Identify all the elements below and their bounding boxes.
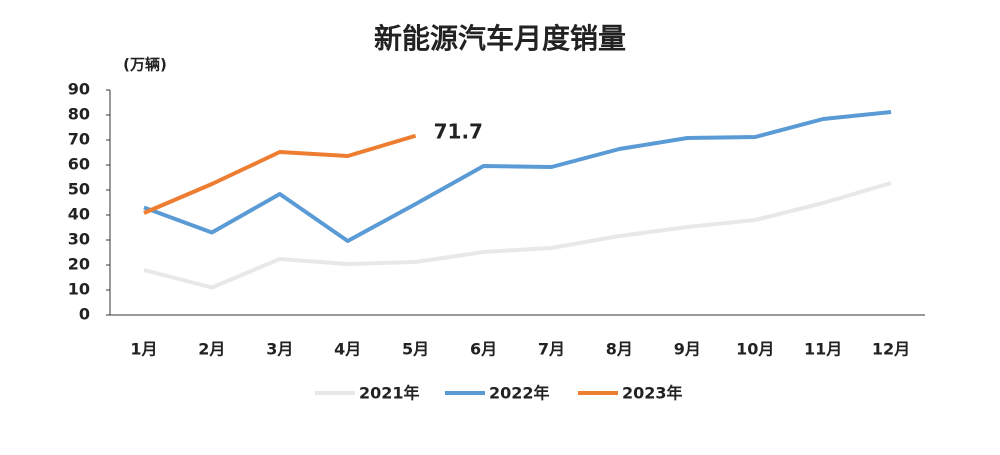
y-tick-label: 50 bbox=[68, 180, 90, 199]
y-tick-label: 70 bbox=[68, 130, 90, 149]
series-line bbox=[143, 181, 892, 290]
y-tick-label: 20 bbox=[68, 255, 90, 274]
x-tick-label: 6月 bbox=[470, 340, 497, 359]
y-tick-label: 90 bbox=[68, 80, 90, 99]
x-tick-label: 11月 bbox=[804, 340, 842, 359]
x-tick-label: 12月 bbox=[872, 340, 910, 359]
y-axis-label: (万辆) bbox=[123, 56, 167, 74]
series-line bbox=[143, 133, 417, 215]
x-tick-label: 2月 bbox=[198, 340, 225, 359]
legend-label: 2021年 bbox=[359, 384, 420, 403]
y-tick-label: 80 bbox=[68, 105, 90, 124]
legend-label: 2023年 bbox=[622, 384, 683, 403]
data-label: 71.7 bbox=[434, 119, 483, 143]
legend-label: 2022年 bbox=[489, 384, 550, 403]
y-tick-label: 40 bbox=[68, 205, 90, 224]
y-tick-label: 10 bbox=[68, 280, 90, 299]
x-tick-label: 5月 bbox=[402, 340, 429, 359]
y-tick-label: 60 bbox=[68, 155, 90, 174]
x-tick-label: 4月 bbox=[334, 340, 361, 359]
x-tick-label: 10月 bbox=[736, 340, 774, 359]
x-tick-label: 3月 bbox=[266, 340, 293, 359]
x-tick-label: 1月 bbox=[130, 340, 157, 359]
y-tick-label: 30 bbox=[68, 230, 90, 249]
y-tick-label: 0 bbox=[79, 305, 90, 324]
series-line bbox=[143, 110, 892, 243]
x-tick-label: 9月 bbox=[674, 340, 701, 359]
x-tick-label: 7月 bbox=[538, 340, 565, 359]
chart-title: 新能源汽车月度销量 bbox=[374, 22, 626, 55]
x-tick-label: 8月 bbox=[606, 340, 633, 359]
